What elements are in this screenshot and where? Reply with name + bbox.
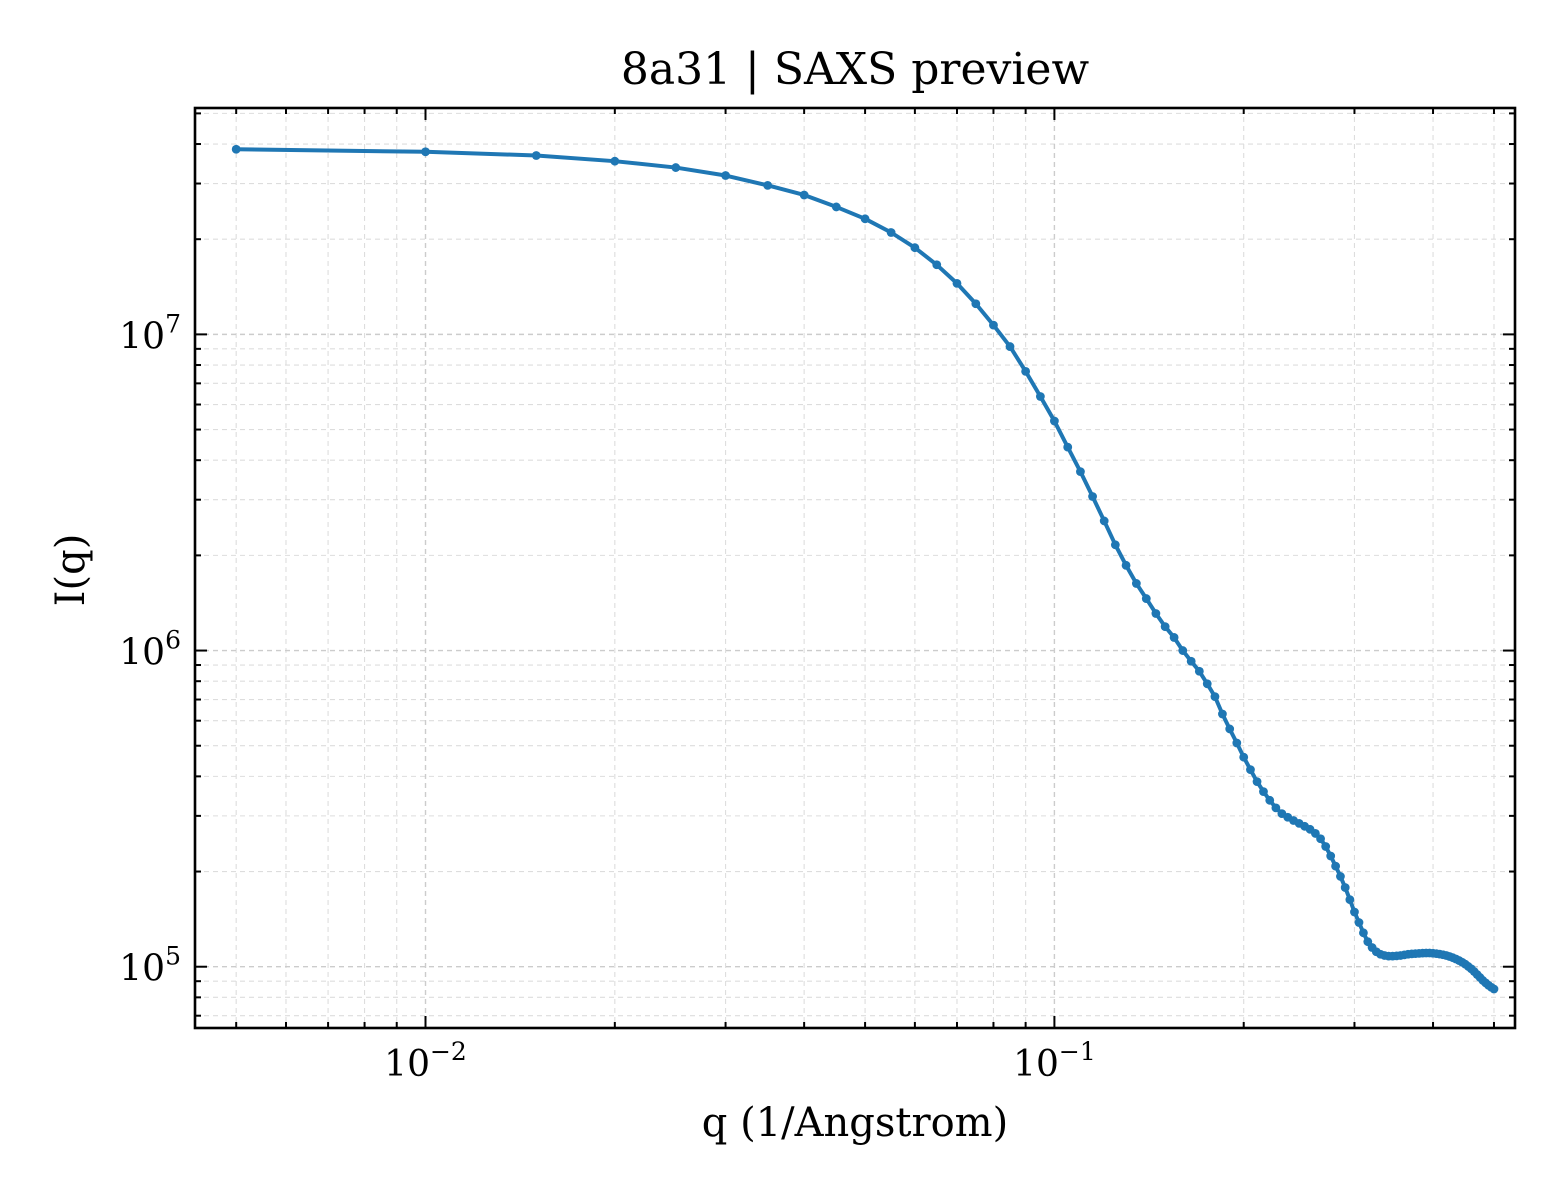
data-point [1336,872,1345,881]
data-point [1099,516,1109,526]
data-point [886,228,896,237]
data-point [1218,709,1227,719]
data-point [1202,679,1212,689]
data-series [231,144,1499,994]
data-point [1021,366,1031,376]
data-point [1169,633,1179,642]
x-tick-label: 10−2 [384,1037,467,1085]
data-point [1151,609,1161,618]
data-point [1252,777,1262,787]
data-point [721,171,730,180]
data-point [1321,842,1331,851]
data-point [1350,907,1359,917]
plot-frame [193,106,1517,1030]
data-point [1239,752,1249,762]
data-point [1489,984,1499,994]
data-point [1076,467,1085,477]
y-axis-label: I(q) [48,534,94,607]
y-tick-label: 105 [119,942,181,990]
data-point [1331,861,1341,871]
data-point [860,214,870,224]
data-point [1225,724,1235,734]
data-point [1354,918,1364,927]
y-tick-label: 106 [119,626,181,674]
data-point [231,144,241,154]
data-point [1259,787,1268,796]
data-point [799,190,809,200]
data-point [1340,883,1350,892]
y-tick-label: 107 [119,309,181,357]
data-point [1232,738,1242,748]
data-point [1210,692,1220,702]
data-point [971,299,981,309]
data-point [1194,666,1204,676]
minor-gridlines [195,108,1515,1028]
x-tick-label: 10−1 [1013,1037,1096,1085]
data-point [671,163,681,172]
data-point [1246,765,1255,775]
data-point [1178,646,1188,655]
data-point [831,202,841,212]
data-point [1265,795,1275,805]
data-point [421,147,430,157]
data-point [1088,492,1097,501]
major-gridlines [195,108,1515,1028]
data-point [952,278,962,288]
data-point [910,243,920,253]
data-point [1316,834,1325,844]
data-point [1271,803,1281,813]
data-point [932,260,942,270]
data-point [1141,594,1151,603]
data-point [1160,622,1170,632]
data-point [1359,928,1368,938]
data-point [1035,392,1045,401]
data-point [1063,442,1073,452]
data-point [1326,851,1336,861]
tick-labels: 10−2 10−1 105 106 107 [119,309,1095,1085]
chart-title: 8a31 | SAXS preview [621,44,1090,95]
x-axis-label: q (1/Angstrom) [702,1100,1008,1146]
data-point [610,156,620,166]
data-point [763,180,773,190]
data-point [1345,895,1355,905]
data-point [1005,342,1015,351]
data-point [1121,560,1131,570]
data-point [1110,540,1120,550]
data-point [1186,656,1196,666]
data-point [1131,579,1141,588]
data-point [531,151,541,160]
data-point [989,320,998,330]
data-point [1050,416,1059,426]
